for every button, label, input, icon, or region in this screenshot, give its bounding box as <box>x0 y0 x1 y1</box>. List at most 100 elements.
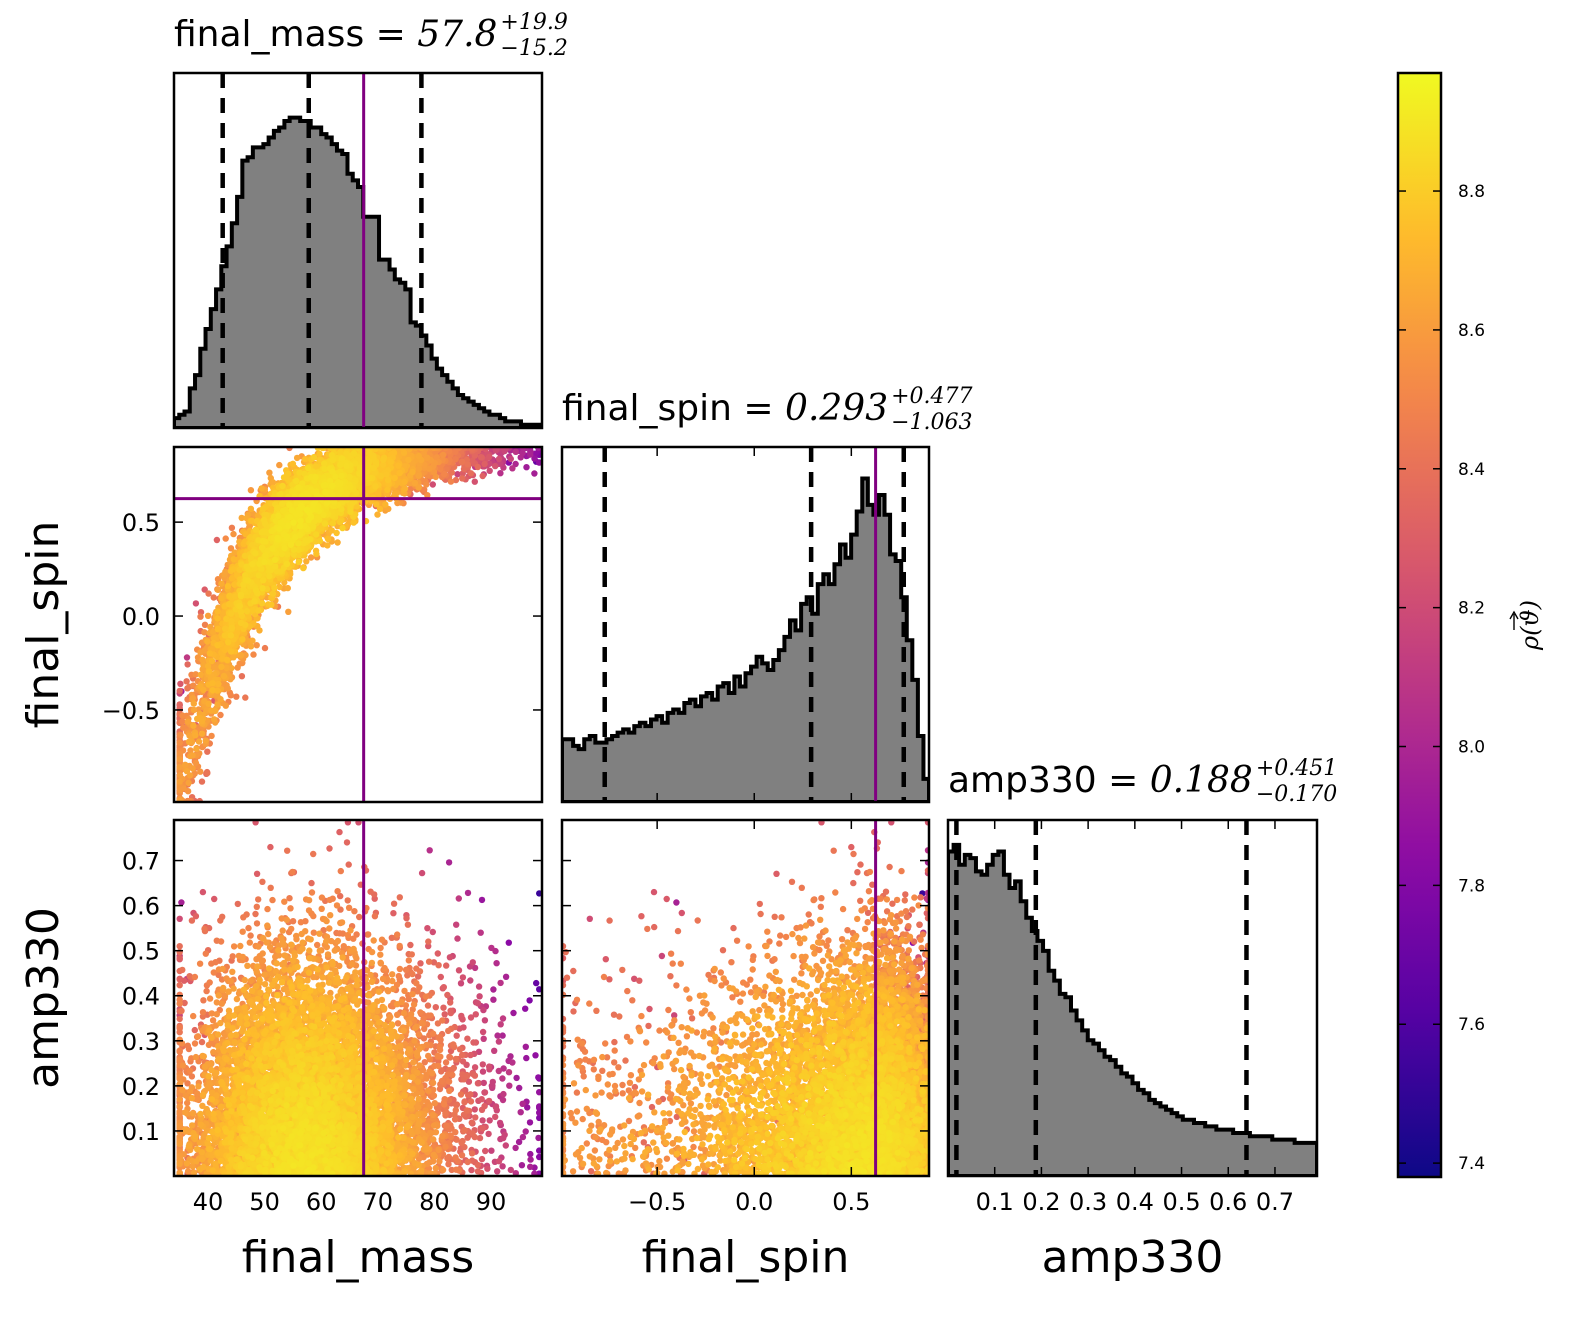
scatter-point <box>396 469 403 477</box>
scatter-point <box>190 706 198 714</box>
scatter-point <box>183 654 191 661</box>
scatter-point <box>176 687 183 695</box>
scatter-point <box>221 571 228 578</box>
scatter-point <box>324 542 331 549</box>
scatter-point <box>185 738 193 745</box>
scatter-point <box>204 612 212 619</box>
scatter-point <box>382 501 389 508</box>
scatter-point <box>224 685 231 692</box>
scatter-point <box>512 448 519 455</box>
scatter-point <box>214 625 222 632</box>
scatter-point <box>415 472 422 479</box>
scatter-point <box>426 465 433 472</box>
scatter-point <box>454 471 461 478</box>
scatter-point <box>276 461 283 469</box>
scatter-point <box>250 651 257 658</box>
scatter-point <box>253 642 260 649</box>
scatter-point <box>208 732 215 740</box>
scatter-point <box>190 722 197 729</box>
scatter-point <box>242 531 249 538</box>
scatter-point <box>211 664 219 671</box>
scatter-point <box>179 712 186 719</box>
scatter-point <box>209 680 216 687</box>
scatter-point <box>266 469 273 476</box>
scatter-point <box>201 621 209 628</box>
scatter-point <box>230 556 237 563</box>
scatter-point <box>206 650 214 657</box>
scatter-point <box>242 694 249 701</box>
scatter-point <box>223 656 231 664</box>
scatter-point <box>210 628 217 636</box>
scatter-point <box>192 600 200 607</box>
scatter-point <box>391 490 399 498</box>
scatter-point <box>214 615 221 622</box>
scatter-final_spin-vs-final_mass <box>176 447 542 802</box>
scatter-point <box>247 643 255 650</box>
scatter-point <box>448 469 455 476</box>
scatter-point <box>187 747 194 754</box>
scatter-point <box>401 485 409 492</box>
scatter-point <box>189 765 196 772</box>
scatter-point <box>213 536 221 544</box>
scatter-point <box>261 644 269 652</box>
scatter-point <box>429 481 436 488</box>
scatter-point <box>214 701 221 708</box>
scatter-point <box>202 737 209 744</box>
scatter-point <box>215 680 222 688</box>
scatter-point <box>205 590 212 597</box>
scatter-point <box>492 462 499 470</box>
scatter-point <box>183 678 190 685</box>
scatter-point <box>176 778 183 785</box>
scatter-point <box>176 701 183 708</box>
scatter-point <box>177 787 184 794</box>
scatter-point <box>192 732 199 739</box>
scatter-point <box>276 583 283 591</box>
scatter-point <box>204 662 212 670</box>
scatter-point <box>481 460 488 468</box>
scatter-point <box>214 608 221 615</box>
scatter-point <box>209 687 216 694</box>
scatter-point <box>486 467 493 474</box>
scatter-point <box>192 671 199 678</box>
scatter-point <box>324 535 332 543</box>
scatter-point <box>218 580 225 587</box>
scatter-point <box>334 539 341 546</box>
scatter-point <box>409 460 416 467</box>
scatter-point <box>214 586 222 593</box>
scatter-point <box>197 613 204 620</box>
scatter-point <box>459 475 466 482</box>
scatter-point <box>247 487 255 494</box>
scatter-point <box>183 768 191 775</box>
scatter-point <box>424 492 431 499</box>
scatter-point <box>193 745 200 753</box>
scatter-point <box>184 661 191 668</box>
scatter-point <box>409 468 416 476</box>
scatter-point <box>492 447 500 454</box>
scatter-point <box>285 608 292 615</box>
scatter-point <box>471 478 478 485</box>
scatter-point <box>198 778 206 785</box>
scatter-point <box>208 707 215 714</box>
scatter-point <box>197 768 204 775</box>
scatter-point <box>474 463 481 471</box>
scatter-point <box>185 779 192 787</box>
scatter-point <box>230 654 237 661</box>
scatter-point <box>258 485 265 492</box>
scatter-point <box>204 638 211 645</box>
scatter-point <box>220 672 228 680</box>
scatter-point <box>531 455 538 462</box>
scatter-point <box>176 763 183 771</box>
scatter-point <box>517 454 524 461</box>
scatter-point <box>200 686 207 694</box>
scatter-point <box>182 761 189 768</box>
scatter-point <box>227 545 235 552</box>
scatter-point <box>452 448 459 456</box>
scatter-point <box>177 731 184 739</box>
scatter-point <box>228 524 236 531</box>
scatter-point <box>401 478 408 486</box>
scatter-point <box>179 718 186 725</box>
scatter-point <box>205 700 212 707</box>
scatter-point <box>523 464 530 471</box>
scatter-point <box>238 673 246 680</box>
scatter-point <box>223 664 230 672</box>
